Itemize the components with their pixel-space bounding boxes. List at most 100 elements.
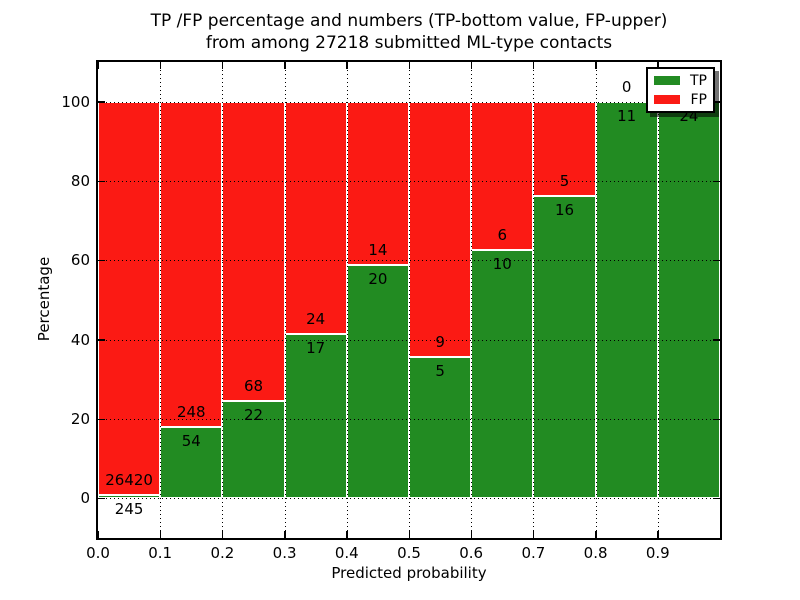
y-axis-tick-right bbox=[713, 180, 720, 182]
y-axis-tick bbox=[98, 418, 105, 420]
bar-tp-segment bbox=[595, 101, 658, 499]
tp-count-label: 5 bbox=[435, 361, 445, 380]
x-axis-tick-top bbox=[532, 62, 535, 69]
gridline-vertical bbox=[471, 62, 473, 538]
y-axis-tick bbox=[98, 259, 105, 262]
x-axis-tick-top bbox=[657, 62, 659, 69]
x-tick-label: 0.4 bbox=[334, 544, 359, 562]
gridline-vertical bbox=[409, 62, 410, 538]
x-tick-label: 0.0 bbox=[86, 544, 110, 562]
fp-count-label: 9 bbox=[435, 332, 445, 351]
y-axis-tick-right bbox=[713, 497, 720, 500]
x-axis-tick-top bbox=[408, 62, 410, 69]
tp-count-label: 16 bbox=[554, 201, 575, 220]
x-axis-tick bbox=[657, 531, 659, 538]
x-axis-tick-top bbox=[595, 62, 597, 69]
tp-count-label: 22 bbox=[243, 406, 264, 425]
y-tick-label: 0 bbox=[80, 489, 90, 508]
x-tick-label: 0.8 bbox=[583, 544, 608, 562]
gridline-vertical bbox=[346, 62, 348, 538]
bar-tp-segment bbox=[409, 356, 472, 499]
y-axis-tick-right bbox=[713, 339, 720, 341]
bar-fp-segment bbox=[533, 101, 596, 197]
y-axis-tick bbox=[98, 497, 105, 500]
fp-count-label: 68 bbox=[243, 377, 264, 396]
x-axis-tick bbox=[221, 531, 224, 538]
y-axis-tick bbox=[98, 339, 105, 341]
bar-tp-segment bbox=[284, 333, 347, 499]
legend-entry-tp: TP bbox=[654, 72, 707, 89]
x-axis-tick bbox=[346, 531, 348, 538]
x-axis-tick bbox=[408, 531, 410, 538]
bar-tp-segment bbox=[222, 401, 285, 499]
gridline-vertical bbox=[284, 62, 286, 538]
x-axis-tick-top bbox=[97, 62, 99, 69]
tp-count-label: 10 bbox=[492, 255, 512, 274]
x-axis-tick bbox=[595, 531, 597, 538]
x-axis-tick-top bbox=[159, 62, 162, 69]
fp-count-label: 26420 bbox=[105, 470, 153, 489]
bar-fp-segment bbox=[409, 101, 472, 357]
gridline-vertical bbox=[657, 62, 659, 538]
gridline-vertical bbox=[533, 62, 535, 538]
x-axis-tick bbox=[97, 531, 99, 538]
x-axis-tick bbox=[470, 531, 473, 538]
bar-fp-segment bbox=[284, 101, 347, 334]
x-axis-tick-top bbox=[284, 62, 286, 69]
tp-count-label: 11 bbox=[617, 106, 637, 125]
tp-count-label: 20 bbox=[368, 270, 388, 288]
legend-label-tp: TP bbox=[690, 72, 707, 89]
x-tick-label: 0.1 bbox=[148, 544, 173, 562]
tp-count-label: 54 bbox=[181, 432, 201, 451]
bar-tp-segment bbox=[98, 494, 161, 499]
x-tick-label: 0.7 bbox=[521, 544, 546, 562]
legend-swatch-tp-icon bbox=[654, 76, 680, 85]
legend-swatch-fp-icon bbox=[654, 95, 680, 104]
y-axis-tick-right bbox=[713, 418, 720, 420]
x-axis-label: Predicted probability bbox=[331, 564, 487, 582]
x-axis-tick bbox=[159, 531, 162, 538]
y-tick-label: 80 bbox=[70, 172, 90, 190]
legend-entry-fp: FP bbox=[654, 92, 707, 108]
fp-count-label: 0 bbox=[621, 77, 632, 96]
x-axis-tick bbox=[284, 531, 286, 538]
fp-count-label: 14 bbox=[368, 241, 388, 259]
x-tick-label: 0.9 bbox=[645, 544, 670, 562]
bar-tp-segment bbox=[346, 265, 409, 499]
gridline-horizontal bbox=[98, 419, 720, 420]
x-tick-label: 0.2 bbox=[210, 544, 235, 562]
x-tick-label: 0.5 bbox=[397, 544, 421, 562]
gridline-vertical bbox=[595, 62, 597, 538]
y-tick-label: 40 bbox=[70, 330, 90, 349]
x-axis-tick bbox=[532, 531, 535, 538]
y-tick-label: 20 bbox=[70, 410, 90, 428]
fp-count-label: 5 bbox=[559, 172, 570, 191]
gridline-horizontal bbox=[98, 101, 720, 103]
y-axis-tick-right bbox=[713, 101, 720, 103]
bar-fp-segment bbox=[471, 101, 534, 251]
gridline-vertical bbox=[160, 62, 162, 538]
x-tick-label: 0.3 bbox=[272, 544, 297, 562]
tp-count-label: 245 bbox=[114, 499, 144, 518]
bar-fp-segment bbox=[346, 101, 409, 265]
x-axis-tick-top bbox=[346, 62, 348, 69]
chart-title-line-1: TP /FP percentage and numbers (TP-bottom… bbox=[150, 11, 668, 31]
gridline-horizontal bbox=[98, 498, 720, 500]
chart-title-line-2: from among 27218 submitted ML-type conta… bbox=[205, 33, 613, 53]
plot-area: 264202452485468222417142095610516011024 bbox=[96, 60, 722, 540]
y-tick-label: 60 bbox=[70, 251, 90, 270]
gridline-vertical bbox=[222, 62, 224, 538]
fp-count-label: 24 bbox=[306, 309, 326, 328]
bar-tp-segment bbox=[657, 101, 720, 499]
y-tick-label: 100 bbox=[61, 92, 90, 111]
x-tick-label: 0.6 bbox=[459, 544, 484, 562]
y-axis-tick-right bbox=[713, 259, 720, 262]
y-axis-tick bbox=[98, 101, 105, 103]
x-axis-tick-top bbox=[470, 62, 473, 69]
tp-count-label: 17 bbox=[306, 338, 326, 357]
legend: TP FP bbox=[646, 67, 715, 113]
gridline-horizontal bbox=[98, 339, 720, 341]
bar-fp-segment bbox=[98, 101, 161, 495]
y-axis-tick bbox=[98, 180, 105, 182]
fp-count-label: 248 bbox=[176, 403, 206, 422]
